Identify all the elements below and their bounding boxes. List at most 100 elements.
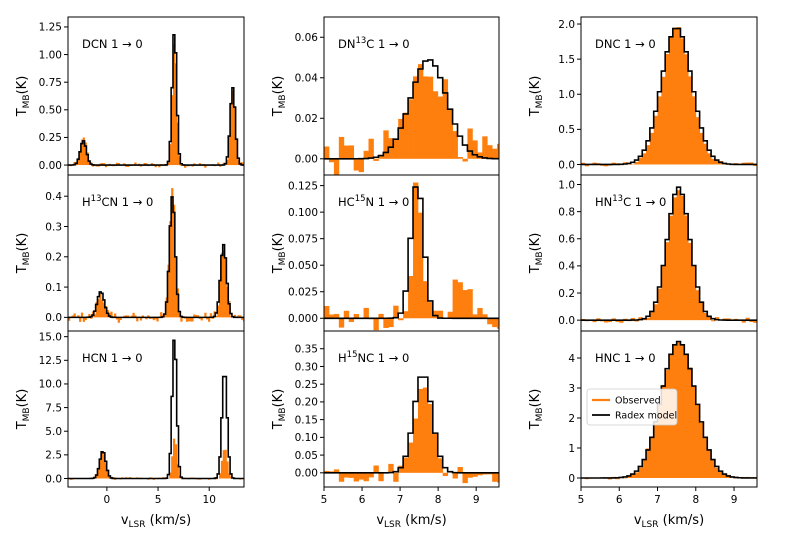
observed-bar	[344, 311, 349, 318]
y-tick-label: 0.10	[295, 432, 318, 444]
x-tick-label: 8	[435, 494, 442, 506]
y-tick-label: 7.5	[45, 402, 62, 414]
panel-transition: → 0	[631, 351, 655, 365]
observed-bar	[684, 353, 688, 478]
panel-title-main: HN	[595, 195, 612, 209]
x-tick-label: 7	[654, 494, 661, 506]
observed-bar	[492, 473, 497, 482]
panel-title-tail: C 1	[623, 195, 642, 209]
y-tick-label: 0.8	[558, 206, 575, 218]
y-label-unit: (K)	[271, 76, 286, 95]
y-label-unit: (K)	[15, 76, 30, 95]
observed-bar	[334, 159, 339, 179]
y-tick-label: 0.25	[39, 132, 62, 144]
y-label-main: T	[271, 421, 286, 430]
observed-bar	[403, 458, 408, 473]
observed-bar	[677, 27, 681, 164]
y-tick-label: 0.02	[295, 113, 318, 125]
y-label-unit: (K)	[15, 233, 30, 252]
x-axis-label: vLSR (km/s)	[376, 513, 446, 530]
y-tick-label: 0.75	[39, 77, 62, 89]
y-label-sub: MB	[278, 407, 288, 421]
observed-bar	[757, 478, 761, 479]
observed-bar	[339, 137, 344, 159]
observed-bar	[497, 473, 502, 483]
observed-bar	[757, 320, 761, 321]
y-tick-label: 4	[568, 353, 575, 365]
y-label-unit: (K)	[528, 389, 543, 408]
x-tick-label: 10	[203, 494, 216, 506]
observed-bar	[344, 146, 349, 159]
y-tick-label: 0.0	[45, 312, 62, 324]
panel-title-tail: N 1	[366, 195, 386, 209]
y-tick-label: 0.2	[45, 252, 62, 264]
legend-observed-label: Observed	[615, 396, 661, 407]
observed-bar	[354, 159, 359, 171]
y-label-sub: MB	[22, 251, 32, 265]
panel-title: HC15N 1 → 0	[338, 194, 409, 209]
y-tick-label: 0.5	[558, 124, 575, 136]
y-label-unit: (K)	[528, 233, 543, 252]
panel-title-main: H	[338, 351, 347, 365]
y-label-sub: MB	[278, 94, 288, 108]
y-label-main: T	[271, 265, 286, 274]
y-tick-label: 0.0	[558, 159, 575, 171]
observed-bar	[364, 308, 369, 318]
observed-bar	[339, 318, 344, 327]
observed-bar	[373, 159, 378, 161]
y-tick-label: 0.075	[288, 233, 318, 245]
observed-bar	[354, 473, 359, 482]
observed-bar	[680, 38, 684, 164]
x-tick-label: 9	[473, 494, 480, 506]
panel-title-sup: 13	[91, 194, 102, 204]
panel-title-main: DNC 1	[595, 37, 631, 51]
observed-bar	[383, 318, 388, 328]
y-axis-label: TMB(K)	[528, 76, 545, 118]
panel-title: DCN 1 → 0	[82, 37, 143, 51]
y-tick-label: 0.125	[288, 180, 318, 192]
panel-title-main: HC	[338, 195, 355, 209]
y-tick-label: 15.0	[39, 331, 62, 343]
x-tick-label: 5	[321, 494, 328, 506]
panel-title: HN13C 1 → 0	[595, 194, 666, 209]
observed-bar	[462, 290, 467, 318]
panel-title: H15NC 1 → 0	[338, 350, 409, 365]
observed-bar	[467, 289, 472, 318]
panel-title-tail: CN 1	[101, 195, 129, 209]
y-label-sub: MB	[535, 251, 545, 265]
observed-bar	[680, 345, 684, 478]
panel-title-sup: 13	[355, 36, 366, 46]
observed-bar	[378, 473, 383, 481]
y-label-sub: MB	[22, 407, 32, 421]
y-tick-label: 0.4	[45, 191, 62, 203]
y-tick-label: 1	[568, 443, 575, 455]
model-line	[68, 35, 245, 165]
y-label-sub: MB	[22, 94, 32, 108]
panel-transition: → 0	[631, 37, 655, 51]
observed-bar	[423, 76, 428, 158]
observed-bar	[487, 145, 492, 159]
observed-bar	[413, 419, 418, 473]
y-tick-label: 0.06	[295, 32, 319, 44]
x-tick-label: 6	[359, 494, 366, 506]
panel-transition: → 0	[385, 351, 409, 365]
y-tick-label: 0.04	[295, 73, 319, 85]
x-tick-label: 8	[692, 494, 699, 506]
y-tick-label: 0.6	[558, 234, 575, 246]
y-axis-label: TMB(K)	[271, 389, 288, 431]
y-tick-label: 2.5	[45, 450, 62, 462]
y-tick-label: 0.4	[558, 261, 575, 273]
y-tick-label: 0.05	[295, 450, 318, 462]
y-tick-label: 0.50	[39, 105, 62, 117]
y-axis-label: TMB(K)	[15, 389, 32, 431]
observed-bar	[458, 157, 463, 159]
panel-title-sup: 15	[347, 350, 358, 360]
observed-bar	[482, 136, 487, 158]
y-tick-label: 0.1	[45, 282, 62, 294]
observed-bar	[393, 139, 398, 159]
